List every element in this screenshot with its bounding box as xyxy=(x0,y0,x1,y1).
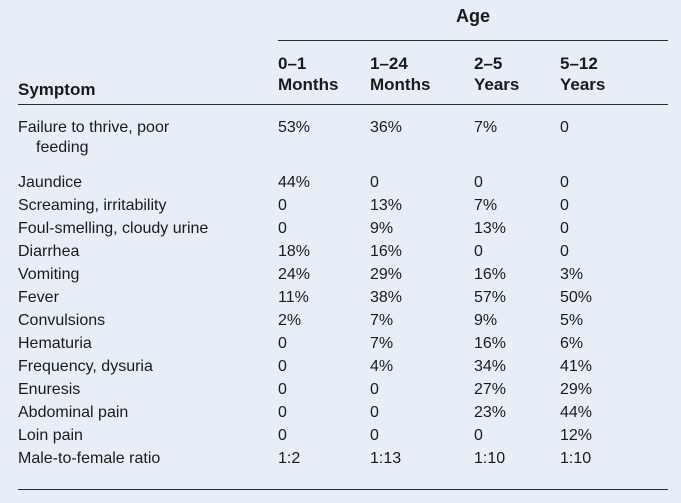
symptom-cell: Male-to-female ratio xyxy=(18,450,161,467)
value-cell: 0 xyxy=(560,197,569,214)
column-header-range: 0–1 xyxy=(278,54,307,73)
value-cell: 0 xyxy=(370,381,379,398)
age-header-rule xyxy=(278,40,668,41)
value-cell: 13% xyxy=(474,220,507,237)
value-cell: 34% xyxy=(474,358,507,375)
symptom-text-continued: feeding xyxy=(36,139,89,156)
column-header-range: 2–5 xyxy=(474,54,503,73)
value-cell: 38% xyxy=(370,289,403,306)
value-cell: 0 xyxy=(278,404,287,421)
column-header-unit: Years xyxy=(474,75,520,94)
value-cell: 0 xyxy=(278,220,287,237)
value-cell: 23% xyxy=(474,404,507,421)
value-cell: 16% xyxy=(474,266,507,283)
value-cell: 3% xyxy=(560,266,584,283)
value-cell: 12% xyxy=(560,427,593,444)
value-cell: 7% xyxy=(370,312,394,329)
symptom-cell: Convulsions xyxy=(18,312,106,329)
header-bottom-rule xyxy=(18,104,668,105)
symptom-cell: Hematuria xyxy=(18,335,92,352)
symptom-cell: Foul-smelling, cloudy urine xyxy=(18,220,209,237)
symptom-text: Failure to thrive, poor xyxy=(18,119,170,136)
value-cell: 44% xyxy=(560,404,593,421)
symptom-cell: Screaming, irritability xyxy=(18,197,167,214)
age-group-header: Age xyxy=(278,0,668,41)
value-cell: 5% xyxy=(560,312,584,329)
value-cell: 7% xyxy=(474,119,498,136)
value-cell: 0 xyxy=(370,174,379,191)
value-cell: 1:13 xyxy=(370,450,402,467)
value-cell: 18% xyxy=(278,243,311,260)
symptom-cell: Frequency, dysuria xyxy=(18,358,153,375)
value-cell: 0 xyxy=(560,174,569,191)
value-cell: 29% xyxy=(560,381,593,398)
symptom-cell: Enuresis xyxy=(18,381,81,398)
value-cell: 2% xyxy=(278,312,302,329)
value-cell: 44% xyxy=(278,174,311,191)
value-cell: 9% xyxy=(370,220,394,237)
symptom-cell: Jaundice xyxy=(18,174,83,191)
symptom-cell: Fever xyxy=(18,289,59,306)
value-cell: 0 xyxy=(474,243,483,260)
value-cell: 57% xyxy=(474,289,507,306)
symptom-cell: Failure to thrive, poor feeding xyxy=(18,118,268,158)
column-header-range: 5–12 xyxy=(560,54,598,73)
value-cell: 0 xyxy=(560,119,569,136)
column-header-unit: Months xyxy=(278,75,339,94)
value-cell: 27% xyxy=(474,381,507,398)
value-cell: 1:10 xyxy=(474,450,506,467)
value-cell: 7% xyxy=(370,335,394,352)
value-cell: 0 xyxy=(278,335,287,352)
symptom-cell: Abdominal pain xyxy=(18,404,129,421)
value-cell: 11% xyxy=(278,289,309,306)
value-cell: 0 xyxy=(560,220,569,237)
symptom-cell: Vomiting xyxy=(18,266,80,283)
value-cell: 0 xyxy=(370,404,379,421)
value-cell: 36% xyxy=(370,119,403,136)
column-header-range: 1–24 xyxy=(370,54,408,73)
value-cell: 4% xyxy=(370,358,394,375)
value-cell: 13% xyxy=(370,197,403,214)
column-header-1-24-months: 1–24 Months xyxy=(370,53,430,95)
age-header-label: Age xyxy=(455,6,490,26)
value-cell: 9% xyxy=(474,312,498,329)
value-cell: 16% xyxy=(474,335,507,352)
column-header-unit: Months xyxy=(370,75,431,94)
value-cell: 1:2 xyxy=(278,450,301,467)
value-cell: 50% xyxy=(560,289,593,306)
table-bottom-rule xyxy=(18,489,668,490)
value-cell: 0 xyxy=(278,381,287,398)
symptom-cell: Diarrhea xyxy=(18,243,80,260)
column-header-2-5-years: 2–5 Years xyxy=(474,53,519,95)
value-cell: 1:10 xyxy=(560,450,592,467)
value-cell: 53% xyxy=(278,119,311,136)
value-cell: 0 xyxy=(474,174,483,191)
value-cell: 7% xyxy=(474,197,498,214)
value-cell: 24% xyxy=(278,266,311,283)
value-cell: 6% xyxy=(560,335,584,352)
column-header-unit: Years xyxy=(560,75,606,94)
value-cell: 0 xyxy=(560,243,569,260)
column-header-0-1-months: 0–1 Months xyxy=(278,53,338,95)
value-cell: 0 xyxy=(370,427,379,444)
value-cell: 41% xyxy=(560,358,593,375)
symptom-column-header: Symptom xyxy=(18,80,96,99)
column-header-5-12-years: 5–12 Years xyxy=(560,53,605,95)
value-cell: 29% xyxy=(370,266,403,283)
value-cell: 16% xyxy=(370,243,403,260)
value-cell: 0 xyxy=(278,427,287,444)
value-cell: 0 xyxy=(278,358,287,375)
symptom-cell: Loin pain xyxy=(18,427,83,444)
value-cell: 0 xyxy=(278,197,287,214)
value-cell: 0 xyxy=(474,427,483,444)
